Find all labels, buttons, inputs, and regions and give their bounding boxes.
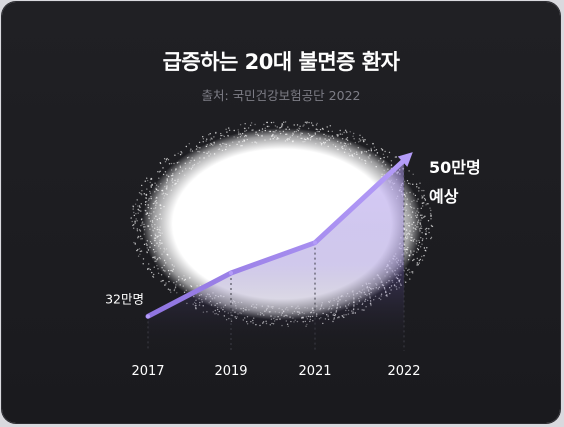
point-2017 — [146, 314, 150, 318]
line-chart: 32만명 2017 2019 2021 2022 — [2, 2, 560, 423]
x-tick-2017: 2017 — [131, 364, 164, 379]
point-2019 — [229, 271, 233, 275]
forecast-annotation: 50만명 예상 — [429, 153, 481, 211]
start-value-label: 32만명 — [105, 291, 144, 306]
x-tick-2021: 2021 — [298, 364, 331, 379]
forecast-note: 예상 — [429, 182, 481, 211]
forecast-value: 50만명 — [429, 153, 481, 182]
x-tick-2019: 2019 — [214, 364, 247, 379]
x-tick-2022: 2022 — [387, 364, 420, 379]
chart-card: 급증하는 20대 불면증 환자 출처: 국민건강보험공단 2022 — [2, 2, 560, 423]
point-2021 — [313, 241, 317, 245]
